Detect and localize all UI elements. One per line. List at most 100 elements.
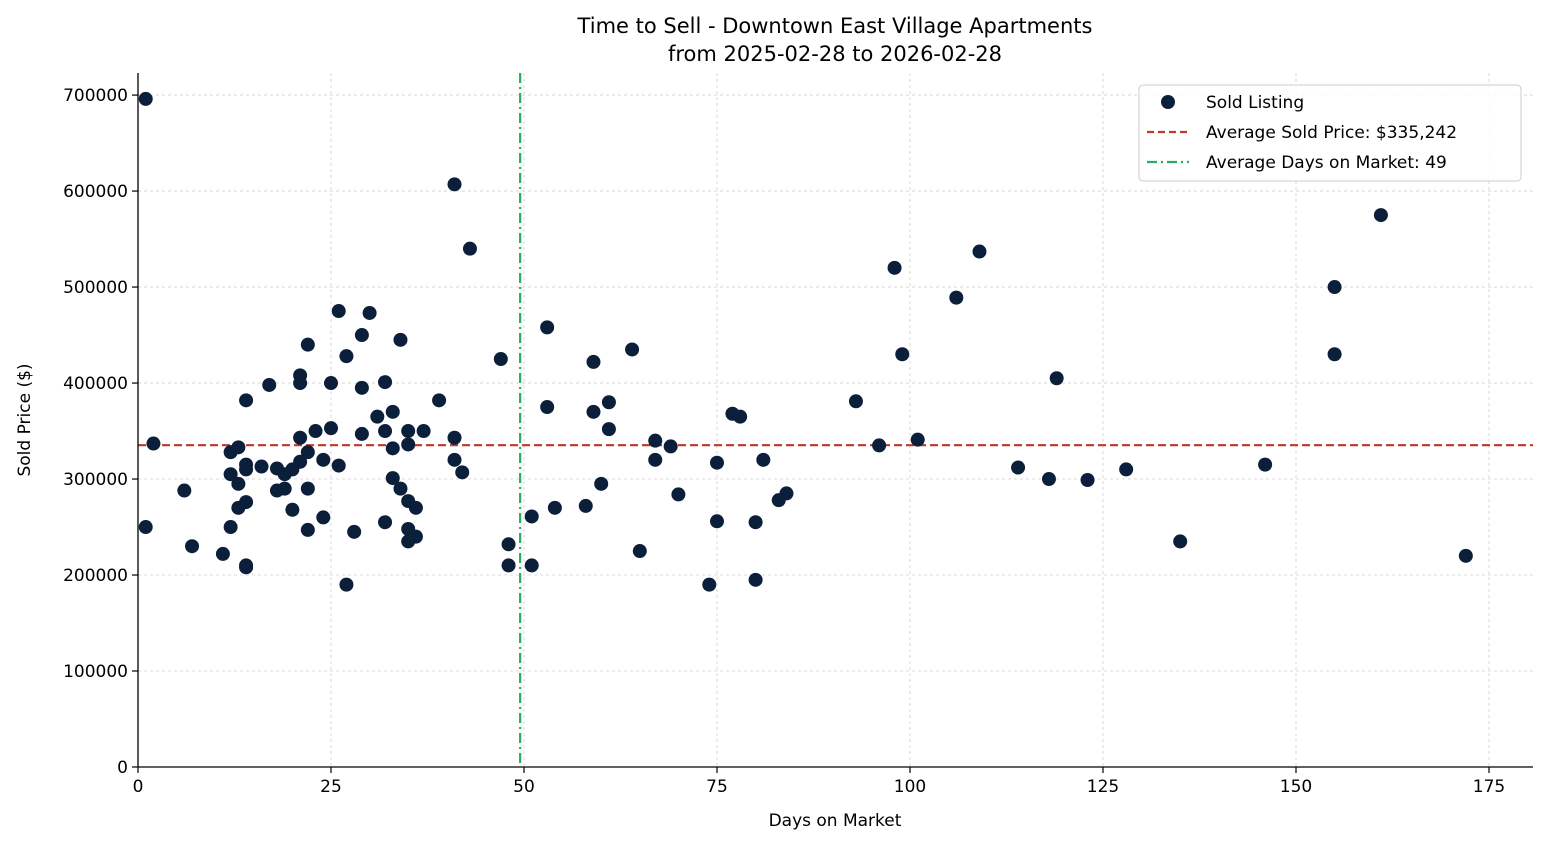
data-point	[215, 546, 230, 561]
legend-marker-points	[1161, 95, 1175, 109]
data-point	[493, 352, 508, 367]
data-point	[401, 424, 416, 439]
data-point	[300, 337, 315, 352]
data-point	[362, 305, 377, 320]
data-point	[323, 421, 338, 436]
data-point	[347, 524, 362, 539]
y-tick-label: 600000	[63, 182, 128, 202]
data-point	[354, 328, 369, 343]
data-point	[416, 424, 431, 439]
data-point	[262, 377, 277, 392]
data-point	[339, 577, 354, 592]
data-point	[709, 514, 724, 529]
data-point	[756, 452, 771, 467]
data-point	[601, 395, 616, 410]
data-point	[447, 452, 462, 467]
data-point	[331, 458, 346, 473]
data-point	[223, 520, 238, 535]
data-point	[702, 577, 717, 592]
data-point	[385, 441, 400, 456]
data-point	[540, 320, 555, 335]
chart-subtitle: from 2025-02-28 to 2026-02-28	[668, 42, 1002, 66]
data-point	[254, 459, 269, 474]
data-point	[370, 409, 385, 424]
data-point	[601, 422, 616, 437]
data-point	[578, 498, 593, 513]
data-point	[1373, 208, 1388, 223]
y-tick-label: 400000	[63, 374, 128, 394]
data-point	[239, 393, 254, 408]
data-point	[378, 424, 393, 439]
data-point	[1173, 534, 1188, 549]
y-tick-label: 700000	[63, 86, 128, 106]
x-tick-label: 25	[320, 777, 342, 797]
data-point	[1258, 457, 1273, 472]
x-tick-label: 175	[1473, 777, 1505, 797]
data-point	[354, 426, 369, 441]
data-point	[663, 439, 678, 454]
x-axis-label: Days on Market	[769, 811, 902, 831]
data-point	[648, 433, 663, 448]
data-point	[501, 537, 516, 552]
data-point	[432, 393, 447, 408]
data-point	[594, 476, 609, 491]
legend: Sold Listing Average Sold Price: $335,24…	[1138, 84, 1522, 182]
data-point	[408, 500, 423, 515]
y-tick-label: 500000	[63, 278, 128, 298]
data-point	[393, 481, 408, 496]
x-tick-label: 100	[894, 777, 926, 797]
data-point	[586, 354, 601, 369]
data-point	[1458, 548, 1473, 563]
data-point	[331, 304, 346, 319]
x-tick-label: 75	[706, 777, 728, 797]
data-point	[586, 404, 601, 419]
ticks: 0 25 50 75 100 125 150 175 0 100000 200000 300000 40…	[63, 86, 1505, 797]
legend-label-avg-price: Average Sold Price: $335,242	[1206, 123, 1457, 143]
legend-box	[1138, 84, 1522, 182]
data-point	[323, 376, 338, 391]
y-tick-label: 100000	[63, 662, 128, 682]
data-point	[308, 424, 323, 439]
data-point	[632, 544, 647, 559]
data-point	[1119, 462, 1134, 477]
data-point	[447, 177, 462, 192]
data-point	[462, 241, 477, 256]
data-point	[625, 342, 640, 357]
data-point	[748, 572, 763, 587]
y-tick-label: 200000	[63, 566, 128, 586]
data-point	[385, 404, 400, 419]
legend-label-points: Sold Listing	[1206, 93, 1304, 113]
data-point	[748, 515, 763, 530]
data-point	[401, 437, 416, 452]
data-point	[1049, 371, 1064, 386]
data-point	[339, 349, 354, 364]
data-point	[671, 487, 686, 502]
reference-lines	[138, 73, 1533, 767]
data-point	[231, 476, 246, 491]
x-tick-label: 50	[513, 777, 535, 797]
data-point	[524, 509, 539, 524]
chart-title: Time to Sell - Downtown East Village Apa…	[577, 14, 1093, 38]
data-point	[408, 529, 423, 544]
data-point	[1011, 460, 1026, 475]
data-point	[293, 430, 308, 445]
data-point	[354, 380, 369, 395]
data-point	[887, 260, 902, 275]
data-point	[300, 445, 315, 460]
y-tick-label: 300000	[63, 470, 128, 490]
data-point	[316, 452, 331, 467]
data-point	[239, 495, 254, 510]
x-tick-label: 0	[133, 777, 144, 797]
data-point	[177, 483, 192, 498]
data-point	[138, 91, 153, 106]
legend-label-avg-days: Average Days on Market: 49	[1206, 153, 1447, 173]
data-point	[501, 558, 516, 573]
data-point	[1327, 347, 1342, 362]
data-point	[146, 436, 161, 451]
data-point	[277, 481, 292, 496]
data-point	[393, 332, 408, 347]
data-point	[293, 376, 308, 391]
data-point	[949, 290, 964, 305]
data-point	[895, 347, 910, 362]
